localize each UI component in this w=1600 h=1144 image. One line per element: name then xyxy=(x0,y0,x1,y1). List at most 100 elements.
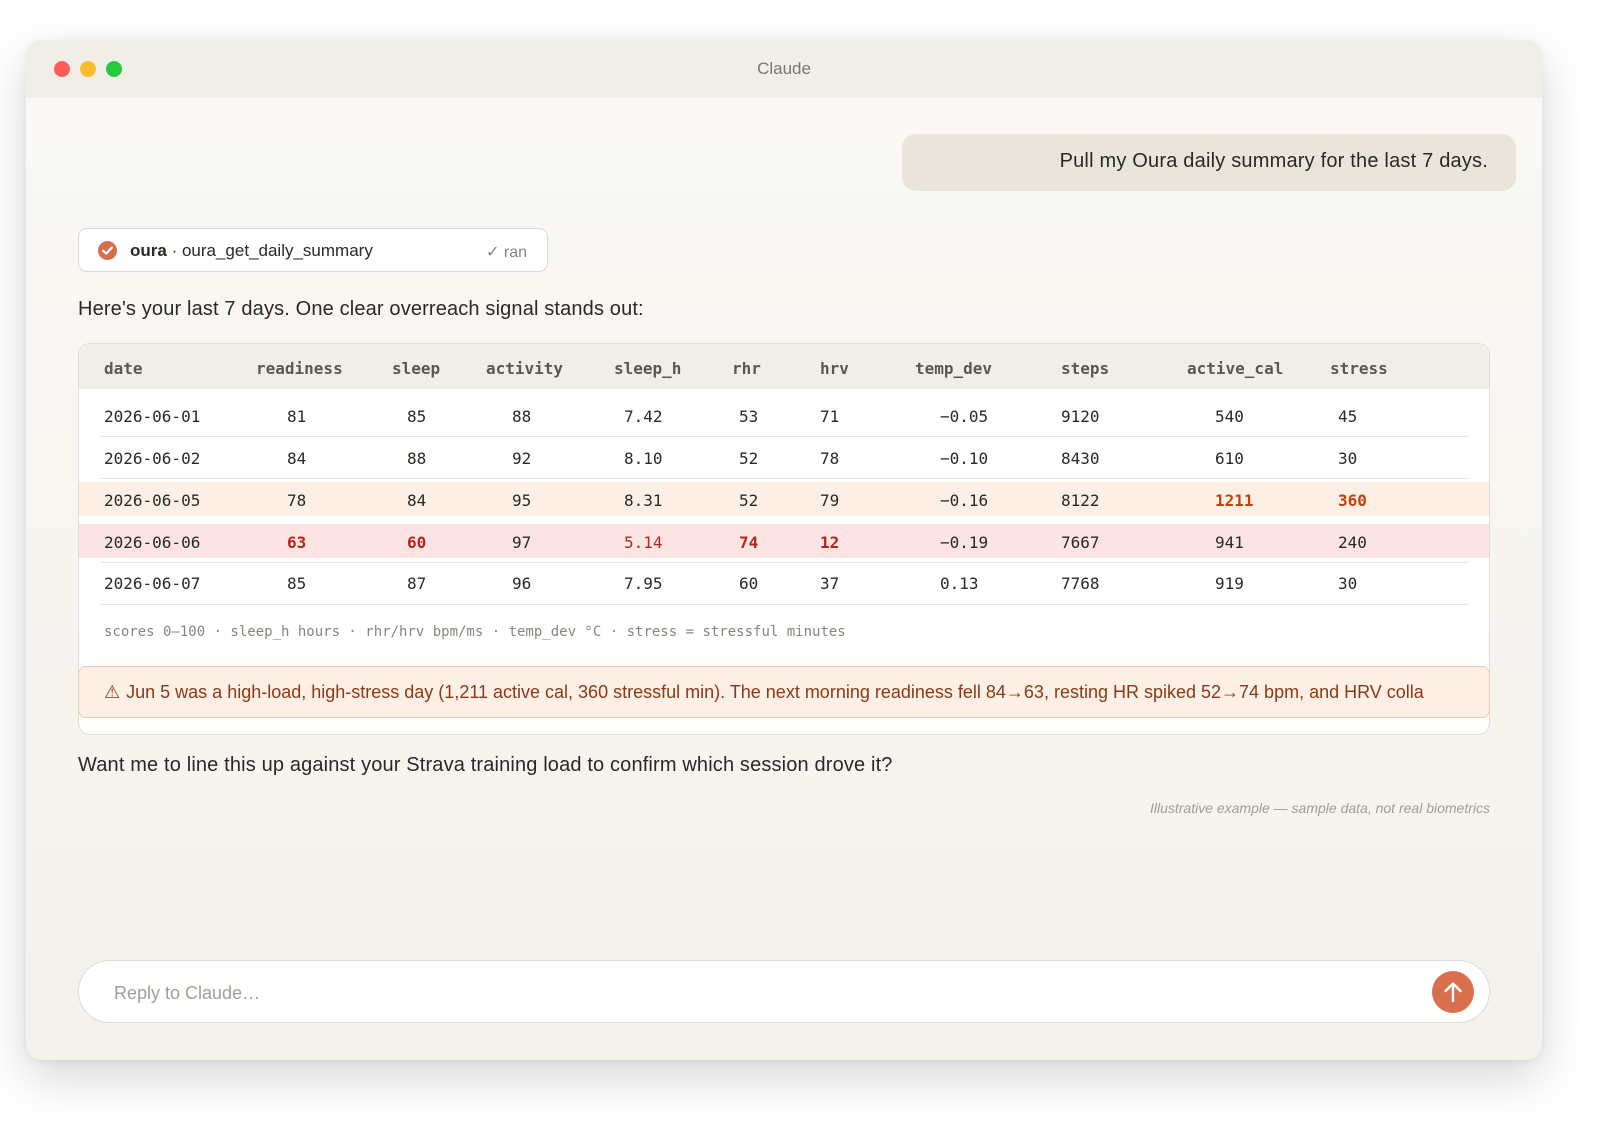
column-header-sleep: sleep xyxy=(392,359,441,378)
alert-text: Jun 5 was a high-load, high-stress day (… xyxy=(126,682,1424,702)
cell-steps: 9120 xyxy=(1061,407,1100,426)
cell-temp-dev: 0.13 xyxy=(940,574,979,593)
cell-temp-dev: −0.05 xyxy=(940,407,989,426)
tool-status: ✓ ran xyxy=(486,244,527,261)
row-divider xyxy=(101,562,1469,563)
reply-input[interactable] xyxy=(112,979,1396,1007)
cell-temp-dev: −0.10 xyxy=(940,449,989,468)
column-header-date: date xyxy=(104,359,143,378)
cell-active-cal: 941 xyxy=(1215,533,1244,552)
cell-activity: 96 xyxy=(512,574,532,593)
cell-active-cal: 610 xyxy=(1215,449,1244,468)
column-header-steps: steps xyxy=(1061,359,1110,378)
column-header-readiness: readiness xyxy=(256,359,343,378)
cell-rhr: 52 xyxy=(739,449,759,468)
cell-date: 2026-06-01 xyxy=(104,407,201,426)
cell-date: 2026-06-02 xyxy=(104,449,201,468)
cell-hrv: 78 xyxy=(820,449,840,468)
row-divider xyxy=(101,478,1469,479)
cell-sleep-h: 7.95 xyxy=(624,574,663,593)
assistant-intro: Here's your last 7 days. One clear overr… xyxy=(78,298,644,320)
cell-sleep-h: 8.10 xyxy=(624,449,663,468)
window-title: Claude xyxy=(757,59,811,78)
app-window: Claude Pull my Oura daily summary for th… xyxy=(26,40,1542,1060)
cell-rhr: 52 xyxy=(739,491,759,510)
minimize-window-button[interactable] xyxy=(80,61,96,77)
table-row: 2026-06-01 81 85 88 7.42 53 71 −0.05 912… xyxy=(79,394,1489,436)
cell-date: 2026-06-07 xyxy=(104,574,201,593)
cell-rhr: 53 xyxy=(739,407,759,426)
cell-stress: 240 xyxy=(1338,533,1367,552)
row-divider xyxy=(101,604,1469,605)
cell-sleep-h: 7.42 xyxy=(624,407,663,426)
column-header-rhr: rhr xyxy=(732,359,761,378)
user-message: Pull my Oura daily summary for the last … xyxy=(902,134,1516,191)
send-button[interactable] xyxy=(1432,971,1474,1013)
cell-readiness: 81 xyxy=(287,407,307,426)
cell-readiness: 84 xyxy=(287,449,307,468)
column-header-activity: activity xyxy=(486,359,564,378)
cell-steps: 8430 xyxy=(1061,449,1100,468)
cell-sleep: 84 xyxy=(407,491,427,510)
cell-rhr-highlight: 74 xyxy=(739,533,759,552)
cell-date: 2026-06-05 xyxy=(104,491,201,510)
title-bar: Claude xyxy=(26,40,1542,98)
cell-sleep-highlight: 60 xyxy=(407,533,427,552)
tool-name: oura_get_daily_summary xyxy=(181,241,373,260)
cell-stress: 30 xyxy=(1338,574,1358,593)
cell-readiness-highlight: 63 xyxy=(287,533,307,552)
cell-readiness: 78 xyxy=(287,491,307,510)
cell-temp-dev: −0.19 xyxy=(940,533,989,552)
cell-stress-highlight: 360 xyxy=(1338,491,1367,510)
zoom-window-button[interactable] xyxy=(106,61,122,77)
cell-sleep-h-highlight: 5.14 xyxy=(624,533,663,552)
cell-sleep: 85 xyxy=(407,407,427,426)
cell-sleep: 88 xyxy=(407,449,427,468)
cell-hrv: 79 xyxy=(820,491,840,510)
column-header-hrv: hrv xyxy=(820,359,849,378)
cell-date: 2026-06-06 xyxy=(104,533,201,552)
overreach-alert: ⚠ Jun 5 was a high-load, high-stress day … xyxy=(78,666,1490,718)
column-header-stress: stress xyxy=(1330,359,1388,378)
arrow-up-icon xyxy=(1444,982,1462,1003)
table-header: date readiness sleep activity sleep_h rh… xyxy=(79,344,1489,389)
tool-separator: · xyxy=(166,241,182,260)
cell-sleep-h: 8.31 xyxy=(624,491,663,510)
check-circle-icon xyxy=(98,241,117,260)
cell-activity: 97 xyxy=(512,533,532,552)
cell-activity: 88 xyxy=(512,407,532,426)
tool-server-name: oura xyxy=(130,241,167,260)
column-header-sleep-h: sleep_h xyxy=(614,359,682,378)
cell-hrv: 37 xyxy=(820,574,840,593)
tool-call-chip[interactable]: oura · oura_get_daily_summary ✓ ran xyxy=(78,228,548,272)
cell-steps: 7667 xyxy=(1061,533,1100,552)
table-row: 2026-06-02 84 88 92 8.10 52 78 −0.10 843… xyxy=(79,436,1489,478)
units-legend: scores 0–100 · sleep_h hours · rhr/hrv b… xyxy=(104,624,846,640)
cell-rhr: 60 xyxy=(739,574,759,593)
alert-message: ⚠ Jun 5 was a high-load, high-stress day … xyxy=(104,682,1424,703)
table-row-high-load: 2026-06-05 78 84 95 8.31 52 79 −0.16 812… xyxy=(79,482,1489,516)
cell-active-cal-highlight: 1211 xyxy=(1215,491,1254,510)
cell-steps: 7768 xyxy=(1061,574,1100,593)
conversation: Pull my Oura daily summary for the last … xyxy=(26,98,1542,1060)
cell-stress: 30 xyxy=(1338,449,1358,468)
cell-active-cal: 919 xyxy=(1215,574,1244,593)
cell-hrv-highlight: 12 xyxy=(820,533,840,552)
cell-activity: 95 xyxy=(512,491,532,510)
row-divider xyxy=(101,436,1469,437)
column-header-temp-dev: temp_dev xyxy=(915,359,993,378)
table-row: 2026-06-07 85 87 96 7.95 60 37 0.13 7768… xyxy=(79,562,1489,604)
reply-composer xyxy=(78,960,1490,1023)
cell-temp-dev: −0.16 xyxy=(940,491,989,510)
assistant-followup: Want me to line this up against your Str… xyxy=(78,754,893,776)
warning-icon: ⚠ xyxy=(104,682,121,702)
cell-stress: 45 xyxy=(1338,407,1358,426)
column-header-active-cal: active_cal xyxy=(1187,359,1284,378)
tool-call-label: oura · oura_get_daily_summary xyxy=(130,241,373,261)
close-window-button[interactable] xyxy=(54,61,70,77)
daily-summary-table: date readiness sleep activity sleep_h rh… xyxy=(78,343,1490,735)
table-row-crash: 2026-06-06 63 60 97 5.14 74 12 −0.19 766… xyxy=(79,524,1489,558)
cell-steps: 8122 xyxy=(1061,491,1100,510)
cell-sleep: 87 xyxy=(407,574,427,593)
cell-readiness: 85 xyxy=(287,574,307,593)
